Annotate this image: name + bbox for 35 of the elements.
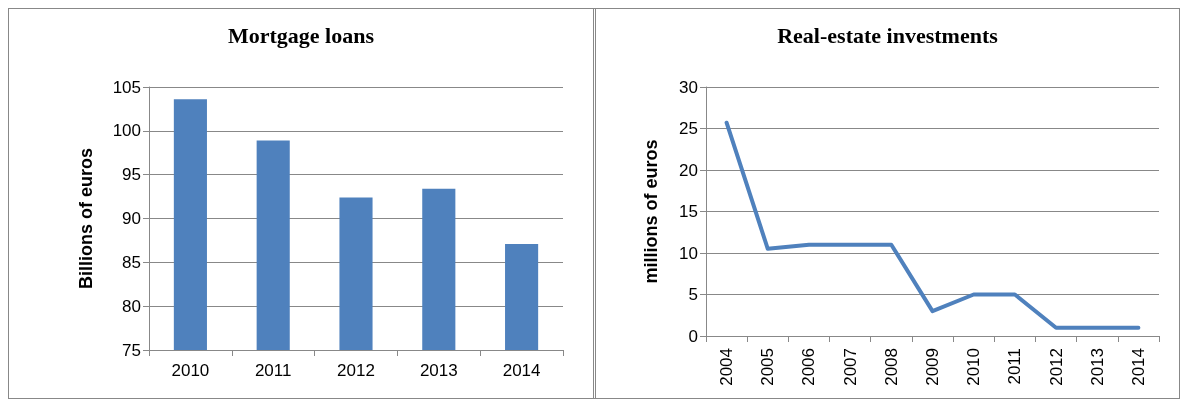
x-tick-label: 2014 [1128, 348, 1148, 386]
x-tick-label: 2009 [923, 348, 942, 386]
y-tick-label: 10 [679, 243, 698, 263]
y-tick-label: 25 [679, 119, 698, 138]
x-tick-label: 2008 [881, 348, 901, 386]
y-tick-label: 105 [112, 77, 141, 97]
y-tick-label: 5 [688, 285, 698, 304]
chart-title: Mortgage loans [227, 22, 375, 48]
x-tick-label: 2004 [717, 348, 737, 386]
y-axis-title: Billions of euros [76, 147, 96, 290]
x-tick-label: 2007 [840, 348, 860, 386]
x-tick-label: 2005 [758, 348, 778, 386]
x-tick-label: 2014 [502, 361, 541, 380]
y-tick-label: 95 [122, 165, 141, 185]
y-tick-label: 90 [122, 209, 141, 228]
x-tick-label: 2010 [171, 361, 210, 380]
chart-title: Real-estate investments [777, 22, 999, 48]
y-tick-label: 85 [122, 252, 141, 272]
x-tick-label: 2010 [964, 348, 984, 386]
y-tick-label: 0 [688, 326, 698, 346]
line-series [724, 120, 1141, 330]
y-tick-label: 80 [122, 296, 141, 316]
x-tick-label: 2012 [1046, 348, 1066, 386]
x-tick-label: 2013 [1087, 348, 1107, 386]
y-tick-label: 15 [679, 202, 698, 221]
y-tick-label: 100 [112, 121, 141, 141]
y-tick-label: 20 [679, 160, 698, 180]
x-tick-label: 2011 [254, 361, 292, 380]
y-tick-label: 30 [679, 77, 698, 97]
x-tick-label: 2011 [1005, 348, 1025, 385]
x-tick-label: 2006 [799, 348, 819, 386]
y-tick-label: 75 [122, 340, 141, 360]
x-tick-label: 2013 [419, 361, 458, 380]
y-axis-title: millions of euros [641, 139, 661, 284]
x-tick-label: 2012 [337, 361, 375, 380]
